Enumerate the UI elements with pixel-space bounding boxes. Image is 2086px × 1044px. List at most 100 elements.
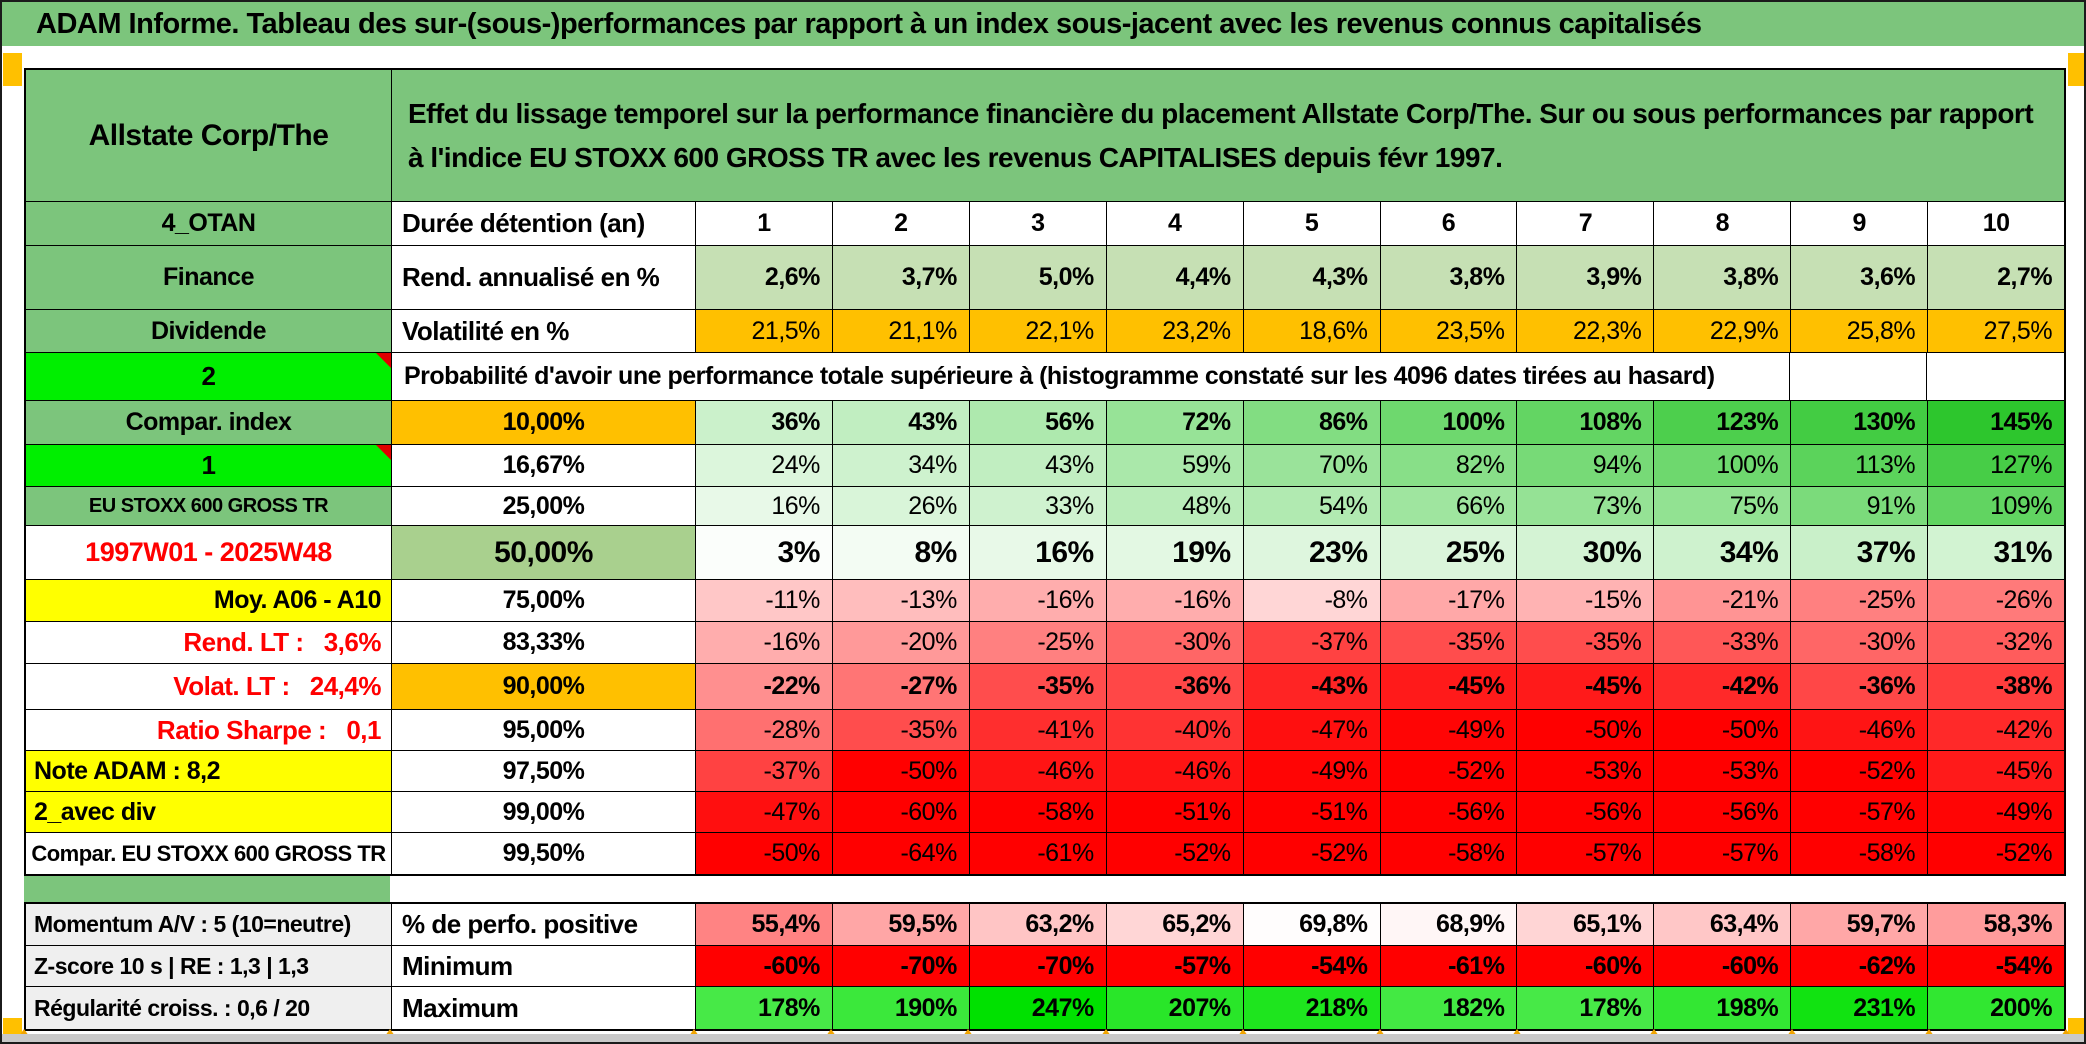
value-cell[interactable]: -52%	[1106, 833, 1244, 874]
row-label-cell[interactable]: Moy. A06 - A10	[26, 580, 392, 622]
value-cell[interactable]: -28%	[696, 710, 833, 751]
value-cell[interactable]: 3,8%	[1380, 246, 1518, 310]
value-cell[interactable]: -60%	[696, 946, 833, 987]
value-cell[interactable]: 16%	[696, 487, 833, 526]
value-cell[interactable]: -49%	[1243, 751, 1381, 792]
value-cell[interactable]: -52%	[1243, 833, 1381, 874]
value-cell[interactable]: -52%	[1380, 751, 1518, 792]
value-cell[interactable]: -58%	[1380, 833, 1518, 874]
value-cell[interactable]: 25,8%	[1791, 310, 1929, 353]
value-cell[interactable]: 65,1%	[1517, 904, 1655, 946]
value-cell[interactable]: -21%	[1654, 580, 1792, 622]
duration-cell[interactable]: 4	[1106, 202, 1244, 246]
value-cell[interactable]: -50%	[1517, 710, 1655, 751]
value-cell[interactable]: 23,5%	[1380, 310, 1518, 353]
value-cell[interactable]: -61%	[969, 833, 1107, 874]
value-cell[interactable]: 30%	[1517, 526, 1655, 580]
value-cell[interactable]: -13%	[832, 580, 970, 622]
value-cell[interactable]: -25%	[969, 622, 1107, 664]
value-cell[interactable]: -37%	[1243, 622, 1381, 664]
value-cell[interactable]: -32%	[1928, 622, 2065, 664]
value-cell[interactable]: 231%	[1791, 987, 1929, 1029]
value-cell[interactable]: 22,1%	[969, 310, 1107, 353]
value-cell[interactable]: -61%	[1380, 946, 1518, 987]
value-cell[interactable]: -25%	[1791, 580, 1929, 622]
col-label-cell[interactable]: Maximum	[392, 987, 696, 1029]
value-cell[interactable]: -38%	[1928, 664, 2065, 710]
value-cell[interactable]: 145%	[1928, 401, 2065, 445]
threshold-cell[interactable]: 25,00%	[392, 487, 696, 526]
value-cell[interactable]: 100%	[1654, 445, 1792, 487]
value-cell[interactable]: 4,3%	[1243, 246, 1381, 310]
value-cell[interactable]: -27%	[832, 664, 970, 710]
value-cell[interactable]: -35%	[1517, 622, 1655, 664]
value-cell[interactable]: -56%	[1380, 792, 1518, 833]
duration-cell[interactable]: 9	[1791, 202, 1929, 246]
value-cell[interactable]: 66%	[1380, 487, 1518, 526]
threshold-cell[interactable]: 75,00%	[392, 580, 696, 622]
value-cell[interactable]: -35%	[1380, 622, 1518, 664]
value-cell[interactable]: -49%	[1380, 710, 1518, 751]
threshold-cell[interactable]: 99,50%	[392, 833, 696, 874]
value-cell[interactable]: -37%	[696, 751, 833, 792]
value-cell[interactable]: 69,8%	[1243, 904, 1381, 946]
value-cell[interactable]: -70%	[969, 946, 1107, 987]
value-cell[interactable]: -70%	[832, 946, 970, 987]
value-cell[interactable]: 2,7%	[1928, 246, 2065, 310]
threshold-cell[interactable]: 90,00%	[392, 664, 696, 710]
value-cell[interactable]: 178%	[1517, 987, 1655, 1029]
value-cell[interactable]: -42%	[1928, 710, 2065, 751]
row-label-cell[interactable]: EU STOXX 600 GROSS TR	[26, 487, 392, 526]
row-label-cell[interactable]: Compar. EU STOXX 600 GROSS TR	[26, 833, 392, 874]
value-cell[interactable]: 100%	[1380, 401, 1518, 445]
value-cell[interactable]: -57%	[1791, 792, 1929, 833]
value-cell[interactable]: 18,6%	[1243, 310, 1381, 353]
value-cell[interactable]: -45%	[1928, 751, 2065, 792]
col-label-cell[interactable]: % de perfo. positive	[392, 904, 696, 946]
duration-cell[interactable]: 2	[832, 202, 970, 246]
value-cell[interactable]: 36%	[696, 401, 833, 445]
value-cell[interactable]: -30%	[1106, 622, 1244, 664]
value-cell[interactable]: 65,2%	[1106, 904, 1244, 946]
empty-cell[interactable]	[1789, 353, 1928, 401]
value-cell[interactable]: -46%	[1106, 751, 1244, 792]
value-cell[interactable]: 21,5%	[696, 310, 833, 353]
value-cell[interactable]: -58%	[969, 792, 1107, 833]
duration-cell[interactable]: 1	[696, 202, 833, 246]
value-cell[interactable]: -53%	[1517, 751, 1655, 792]
value-cell[interactable]: 63,2%	[969, 904, 1107, 946]
value-cell[interactable]: -50%	[1654, 710, 1792, 751]
row-label-cell[interactable]: 1	[26, 445, 392, 487]
description-cell[interactable]: Effet du lissage temporel sur la perform…	[392, 70, 2064, 202]
duration-cell[interactable]: 8	[1654, 202, 1792, 246]
row-label-cell[interactable]: Note ADAM : 8,2	[26, 751, 392, 792]
value-cell[interactable]: 23%	[1243, 526, 1381, 580]
duration-cell[interactable]: 7	[1517, 202, 1655, 246]
value-cell[interactable]: 22,3%	[1517, 310, 1655, 353]
value-cell[interactable]: -22%	[696, 664, 833, 710]
value-cell[interactable]: -60%	[832, 792, 970, 833]
value-cell[interactable]: 3,8%	[1654, 246, 1792, 310]
value-cell[interactable]: 86%	[1243, 401, 1381, 445]
value-cell[interactable]: 75%	[1654, 487, 1792, 526]
value-cell[interactable]: 43%	[832, 401, 970, 445]
value-cell[interactable]: 48%	[1106, 487, 1244, 526]
value-cell[interactable]: 34%	[1654, 526, 1792, 580]
value-cell[interactable]: 190%	[832, 987, 970, 1029]
value-cell[interactable]: -33%	[1654, 622, 1792, 664]
threshold-cell[interactable]: 99,00%	[392, 792, 696, 833]
value-cell[interactable]: 68,9%	[1380, 904, 1518, 946]
value-cell[interactable]: -57%	[1106, 946, 1244, 987]
value-cell[interactable]: 59,7%	[1791, 904, 1929, 946]
value-cell[interactable]: -45%	[1380, 664, 1518, 710]
col-label-cell[interactable]: Volatilité en %	[392, 310, 696, 353]
value-cell[interactable]: 182%	[1380, 987, 1518, 1029]
row-label-cell[interactable]: 4_OTAN	[26, 202, 392, 246]
value-cell[interactable]: 123%	[1654, 401, 1792, 445]
value-cell[interactable]: -52%	[1791, 751, 1929, 792]
value-cell[interactable]: 22,9%	[1654, 310, 1792, 353]
value-cell[interactable]: 58,3%	[1928, 904, 2065, 946]
value-cell[interactable]: 82%	[1380, 445, 1518, 487]
value-cell[interactable]: 19%	[1106, 526, 1244, 580]
value-cell[interactable]: -16%	[1106, 580, 1244, 622]
